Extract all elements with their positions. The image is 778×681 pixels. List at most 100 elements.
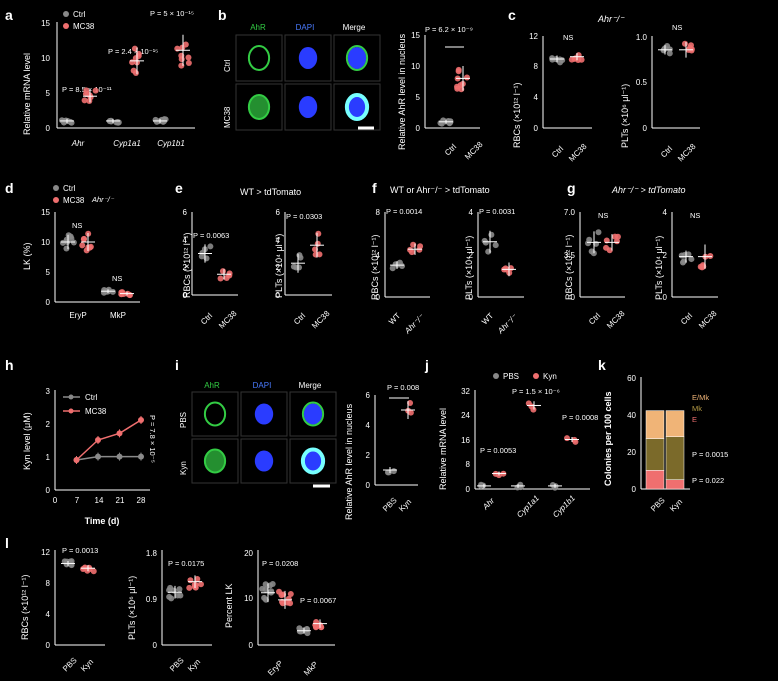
row-i-kyn: Kyn	[179, 461, 188, 475]
bar-k-E-Kyn	[665, 479, 685, 490]
dot-b-mc38-point	[454, 83, 461, 90]
ytick-e2-2: 4	[276, 236, 281, 245]
bar-k-Mk-PBS	[645, 438, 665, 471]
panel-f: WT or Ahr⁻/⁻ > tdTomato RBCs (×10¹² l⁻¹)…	[370, 185, 524, 336]
dot-i-kyn-point	[407, 409, 414, 416]
dot-l3-kyn-point	[278, 592, 285, 599]
point-h	[116, 453, 123, 460]
ytick-a-3: 15	[41, 19, 50, 28]
dot-d-mc38-point	[81, 235, 88, 242]
xlabel-f2-ahr: Ahr⁻/⁻	[495, 312, 519, 336]
ytick-e1-1: 2	[183, 263, 188, 272]
ytick-e2-3: 6	[276, 208, 281, 217]
ns-c2: NS	[672, 23, 682, 32]
xlabel-c1-ctrl: Ctrl	[550, 144, 565, 159]
ytick-l3-2: 20	[244, 549, 253, 558]
title-f: WT or Ahr⁻/⁻ > tdTomato	[390, 185, 490, 195]
dot-g1-ctrl-point	[588, 248, 595, 255]
dot-e2-ctrl-point	[290, 263, 297, 270]
ytick-b-2: 10	[411, 62, 420, 71]
dot-d-ctrl-point	[63, 245, 70, 252]
ylabel-k: Colonies per 100 cells	[603, 391, 613, 486]
dot-c2-ctrl-point	[664, 42, 671, 49]
pval-j-3: P = 0.0008	[562, 413, 598, 422]
dot-g2-ctrl-point	[678, 252, 685, 259]
panel-letter-e: e	[175, 180, 183, 196]
ytick-g2-0: 0	[663, 293, 668, 302]
xtick-h-2: 14	[95, 496, 104, 505]
ytick-l1-0: 0	[46, 641, 51, 650]
ns-g-2: NS	[690, 211, 700, 220]
xlabel-j-cyp1b1: Cyp1b1	[551, 494, 577, 520]
dot-d-ctrl-point	[67, 233, 74, 240]
dot-a-mc38-point	[131, 45, 138, 52]
xlabel-f1-ahr: Ahr⁻/⁻	[402, 312, 426, 336]
ytick-c1-2: 8	[534, 62, 539, 71]
ytick-l2-1: 0.9	[146, 595, 158, 604]
bar-k-EMk-PBS	[645, 410, 665, 439]
ytick-k-3: 60	[627, 374, 636, 383]
dot-g2-mc38-point	[707, 252, 714, 259]
ytick-h-3: 3	[46, 387, 51, 396]
ytick-f1-2: 8	[376, 208, 381, 217]
ns-c1: NS	[563, 33, 573, 42]
dot-l2-pbs-point	[174, 592, 181, 599]
panel-letter-a: a	[5, 7, 13, 23]
ylabel-j: Relative mRNA level	[438, 408, 448, 490]
xlabel-b-ctrl: Ctrl	[443, 142, 458, 157]
dot-e1-ctrl-point	[198, 253, 205, 260]
dot-j-kyn-point	[564, 435, 571, 442]
pval-a-3: P = 5 × 10⁻¹⁵	[150, 9, 194, 18]
dot-f1-ahr-point	[408, 249, 415, 256]
panel-letter-i: i	[175, 357, 179, 373]
panel-j: PBS Kyn Relative mRNA level 0 8 16 24 32…	[438, 372, 598, 519]
ytick-l1-3: 12	[41, 548, 50, 557]
ytick-h-2: 2	[46, 420, 51, 429]
legend-h-mc38: MC38	[85, 407, 107, 416]
col-b-merge: Merge	[343, 23, 366, 32]
dot-j-pbs-point	[514, 484, 521, 491]
dot-e1-ctrl-point	[203, 255, 210, 262]
xlabel-l1-kyn: Kyn	[79, 657, 95, 673]
dot-l2-pbs-point	[176, 586, 183, 593]
ns-d-1: NS	[72, 221, 82, 230]
ytick-j-3: 24	[461, 411, 470, 420]
dot-l3-pbs-point	[261, 594, 268, 601]
ytick-j-4: 32	[461, 387, 470, 396]
pval-f-2: P = 0.0031	[479, 207, 515, 216]
dot-l3-kyn-point	[285, 595, 292, 602]
dot-f2-wt-point	[482, 239, 489, 246]
dot-a-mc38-point	[185, 60, 192, 67]
title-c: Ahr⁻/⁻	[597, 14, 625, 24]
pval-k-1: P = 0.0015	[692, 450, 728, 459]
panel-g: Ahr⁻/⁻ > tdTomato RBCs (×10¹² l⁻¹) 0 3.5…	[564, 185, 719, 330]
pval-e-2: P = 0.0303	[286, 212, 322, 221]
dot-a-mc38-point	[81, 97, 88, 104]
ytick-c2-2: 1.0	[636, 33, 648, 42]
ytick-e1-0: 0	[183, 291, 188, 300]
sub-d: Ahr⁻/⁻	[91, 195, 115, 204]
dot-l3-pbs-point	[298, 628, 305, 635]
dot-g2-ctrl-point	[685, 251, 692, 258]
dot-e1-mc38-point	[223, 275, 230, 282]
xlabel-l2-kyn: Kyn	[186, 657, 202, 673]
panel-letter-h: h	[5, 357, 14, 373]
xlabel-c1-mc38: MC38	[567, 142, 589, 164]
dot-l2-kyn-point	[197, 581, 204, 588]
dot-g1-mc38-point	[612, 233, 619, 240]
panel-k: Colonies per 100 cells 0 20 40 60 E/Mk M…	[603, 374, 728, 513]
micro-i-image-tile	[191, 391, 239, 437]
xlabel-k-kyn: Kyn	[668, 497, 684, 513]
dot-a-mc38-point	[185, 54, 192, 61]
micro-i-cell-nucleus	[303, 403, 323, 425]
xlabel-a-ahr: Ahr	[71, 139, 85, 148]
panel-d: Ctrl MC38 Ahr⁻/⁻ LK (%) 0 5 10 15 NS NS …	[22, 184, 140, 320]
point-h	[138, 417, 144, 423]
dot-l2-kyn-point	[187, 577, 194, 584]
dot-l3-kyn-point	[287, 590, 294, 597]
dot-d-mc38-point	[79, 242, 86, 249]
xlabel-k-pbs: PBS	[649, 496, 667, 514]
dot-d-mc38-point	[126, 291, 133, 298]
micro-b-image-tile	[235, 83, 283, 131]
